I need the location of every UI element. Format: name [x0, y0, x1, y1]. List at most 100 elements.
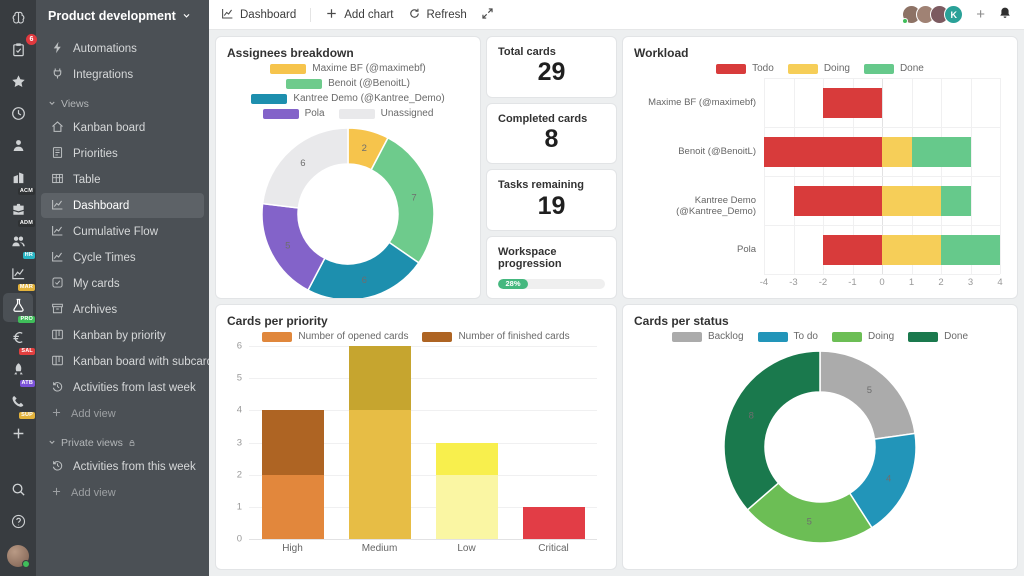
sidebar-item-add-view[interactable]: Add view — [41, 480, 204, 505]
legend-item[interactable]: Number of opened cards — [262, 331, 408, 342]
plus-icon — [51, 407, 62, 421]
legend-item[interactable]: Doing — [832, 331, 894, 342]
bar-segment-todo — [823, 234, 882, 265]
sidebar-item-my-cards[interactable]: My cards — [41, 271, 204, 296]
sidebar-item-archives[interactable]: Archives — [41, 297, 204, 322]
stat-card-completed-cards: Completed cards 8 — [486, 102, 617, 165]
legend-item[interactable]: Done — [863, 63, 924, 74]
rail-item-workspace-sal[interactable]: SAL — [3, 325, 35, 355]
legend-item[interactable]: Benoit (@BenoitL) — [286, 78, 410, 89]
rail-item-profile[interactable] — [3, 133, 33, 162]
sidebar: Product development Automations Integrati… — [36, 0, 209, 576]
bar-segment-opened — [261, 474, 324, 539]
gridline — [249, 378, 597, 380]
slice-value-label: 8 — [749, 411, 754, 422]
donut-slice-pola — [261, 202, 326, 292]
panel-title: Assignees breakdown — [227, 46, 354, 60]
legend-item[interactable]: Doing — [787, 63, 850, 74]
rail-item-workspace-mar[interactable]: MAR — [3, 261, 35, 291]
sidebar-item-kanban-by-priority[interactable]: Kanban by priority — [41, 323, 204, 348]
x-axis-tick: -3 — [789, 277, 798, 288]
stat-card-total-cards: Total cards 29 — [486, 36, 617, 98]
sidebar-section-views[interactable]: Views — [36, 88, 209, 114]
rail-item-workspace-adm[interactable]: ADM — [3, 197, 35, 227]
legend-item[interactable]: Backlog — [671, 331, 744, 342]
current-view-button[interactable]: Dashboard — [221, 7, 296, 23]
sidebar-item-add-view[interactable]: Add view — [41, 401, 204, 426]
sidebar-item-automations[interactable]: Automations — [41, 36, 204, 61]
sidebar-item-activities-from-last-week[interactable]: Activities from last week — [41, 375, 204, 400]
chevron-down-icon — [48, 98, 56, 110]
sidebar-item-kanban-board[interactable]: Kanban board — [41, 115, 204, 140]
stat-card-tasks-remaining: Tasks remaining 19 — [486, 169, 617, 232]
member-avatar[interactable]: K — [944, 5, 964, 24]
rail-item-workspace-pro[interactable]: PRO — [3, 293, 35, 323]
sidebar-item-priorities[interactable]: Priorities — [41, 141, 204, 166]
sidebar-section-private-views[interactable]: Private views — [36, 427, 209, 453]
legend-item[interactable]: Unassigned — [338, 108, 433, 119]
workspace-badge: HR — [22, 251, 35, 259]
stat-value: 8 — [544, 125, 559, 153]
gridline — [1000, 78, 1001, 274]
legend-item[interactable]: Number of finished cards — [422, 331, 570, 342]
sidebar-item-cycle-times[interactable]: Cycle Times — [41, 245, 204, 270]
rail-item-add-workspace[interactable] — [3, 421, 33, 450]
rail-item-logo[interactable] — [3, 5, 33, 34]
y-axis-tick: 0 — [236, 533, 242, 545]
y-axis-tick: 4 — [236, 404, 242, 416]
panel-title: Cards per status — [634, 314, 729, 328]
rail-item-user-avatar[interactable] — [3, 541, 33, 570]
sidebar-item-cumulative-flow[interactable]: Cumulative Flow — [41, 219, 204, 244]
person-icon — [11, 138, 26, 158]
slice-value-label: 5 — [285, 241, 290, 252]
legend-item[interactable]: Pola — [262, 108, 325, 119]
rail-item-workspace-atb[interactable]: ATB — [3, 357, 35, 387]
sidebar-item-dashboard[interactable]: Dashboard — [41, 193, 204, 218]
rail-item-search[interactable] — [3, 477, 33, 506]
invite-member-button[interactable]: + — [976, 6, 985, 23]
sidebar-item-integrations[interactable]: Integrations — [41, 62, 204, 87]
plus-icon — [325, 7, 338, 23]
legend-item[interactable]: Done — [908, 331, 968, 342]
x-axis-tick: -1 — [848, 277, 857, 288]
workspace-switcher[interactable]: Product development — [36, 0, 209, 31]
rail-item-workspace-hr[interactable]: HR — [3, 229, 35, 259]
workspace-badge: SAL — [19, 347, 35, 355]
chevron-down-icon — [48, 437, 56, 449]
panel-assignees-breakdown: Assignees breakdown Maxime BF (@maximebf… — [215, 36, 481, 299]
workspace-badge: MAR — [17, 283, 35, 291]
legend-item[interactable]: Todo — [716, 63, 774, 74]
rail-item-recent[interactable] — [3, 101, 33, 130]
bar-segment-doing — [882, 136, 912, 167]
sidebar-item-table[interactable]: Table — [41, 167, 204, 192]
gridline — [764, 78, 1000, 79]
sidebar-item-label: Archives — [73, 303, 118, 316]
legend-item[interactable]: Kantree Demo (@Kantree_Demo) — [251, 93, 445, 104]
y-axis-tick: 5 — [236, 372, 242, 384]
donut-slice-done — [723, 350, 821, 511]
legend-item[interactable]: To do — [757, 331, 818, 342]
bar-segment-opened — [348, 410, 411, 539]
rail-item-my-tasks[interactable]: 6 — [3, 34, 37, 66]
sidebar-item-activities-from-this-week[interactable]: Activities from this week — [41, 454, 204, 479]
rail-item-workspace-sup[interactable]: SUP — [3, 389, 35, 419]
add-chart-button[interactable]: Add chart — [325, 7, 394, 23]
home-icon — [51, 120, 64, 136]
refresh-icon — [408, 7, 421, 23]
rail-item-workspace-acm[interactable]: ACM — [3, 165, 35, 195]
donut-slice-benoit-benoitl- — [370, 136, 435, 264]
y-axis-tick: 3 — [236, 437, 242, 448]
notifications-button[interactable] — [998, 6, 1012, 23]
chart-icon — [51, 198, 64, 214]
rail-item-help[interactable] — [3, 509, 33, 538]
sidebar-item-label: Cycle Times — [73, 251, 136, 264]
member-avatars: K — [902, 5, 964, 24]
rail-item-favorites[interactable] — [3, 69, 33, 98]
kanban-icon — [51, 328, 64, 344]
sidebar-item-kanban-board-with-subcards[interactable]: Kanban board with subcards — [41, 349, 209, 374]
legend-item[interactable]: Maxime BF (@maximebf) — [270, 63, 426, 74]
workspace-badge: ATB — [19, 379, 35, 387]
plus-icon — [51, 486, 62, 500]
fullscreen-button[interactable] — [481, 7, 494, 23]
refresh-button[interactable]: Refresh — [408, 7, 467, 23]
